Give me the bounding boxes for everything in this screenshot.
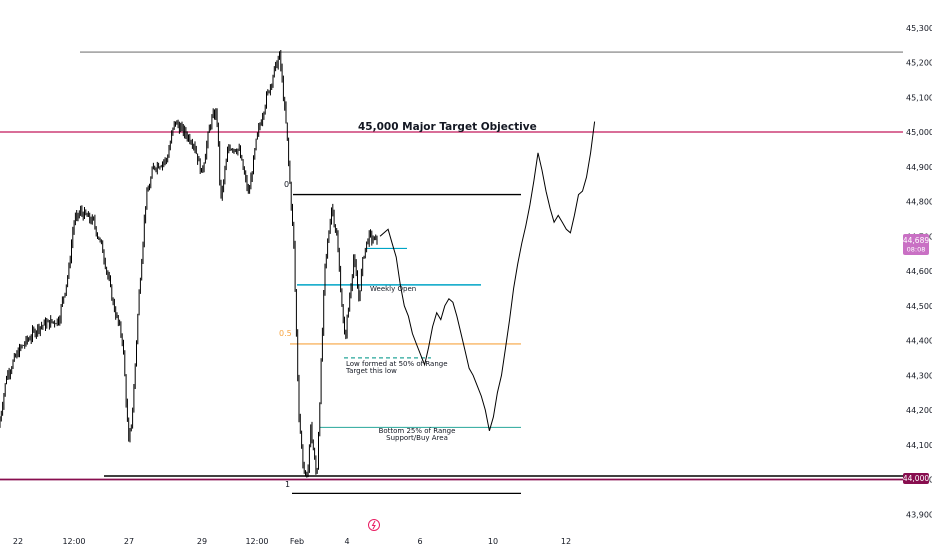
- y-tick-label: 44,100: [906, 441, 932, 450]
- annotation-bottom-25-line1: Bottom 25% of Range: [379, 427, 456, 435]
- y-tick-label: 43,900: [906, 510, 932, 519]
- fib-label-0: 0: [284, 180, 289, 189]
- lightning-icon[interactable]: [368, 519, 380, 531]
- level-price-badge: 44,000: [903, 473, 929, 484]
- y-tick-label: 44,300: [906, 371, 932, 380]
- x-tick-label: 12: [561, 537, 571, 546]
- fib-label-05: 0.5: [279, 329, 292, 338]
- x-tick-label: 12:00: [245, 537, 268, 546]
- weekly-open-label: Weekly Open: [370, 285, 416, 293]
- current-price-countdown: 08:08: [907, 246, 926, 254]
- y-tick-label: 45,200: [906, 59, 932, 68]
- y-tick-label: 44,900: [906, 163, 932, 172]
- y-tick-label: 45,300: [906, 24, 932, 33]
- x-tick-label: Feb: [290, 537, 304, 546]
- price-axis[interactable]: 45,30045,20045,10045,00044,90044,80044,7…: [906, 24, 932, 520]
- current-price-badge: 44,689 08:08: [903, 234, 929, 255]
- x-tick-label: 4: [344, 537, 349, 546]
- y-tick-label: 45,000: [906, 128, 932, 137]
- x-tick-label: 10: [488, 537, 498, 546]
- annotation-low-50-line2: Target this low: [345, 367, 397, 375]
- x-tick-label: 22: [13, 537, 23, 546]
- x-tick-label: 29: [197, 537, 207, 546]
- fib-label-1: 1: [285, 480, 290, 489]
- y-tick-label: 44,500: [906, 302, 932, 311]
- y-tick-label: 44,200: [906, 406, 932, 415]
- x-tick-label: 6: [417, 537, 422, 546]
- x-tick-label: 27: [124, 537, 134, 546]
- x-tick-label: 12:00: [62, 537, 85, 546]
- annotation-low-50-line1: Low formed at 50% of Range: [346, 360, 448, 368]
- level-lines: [0, 51, 903, 495]
- y-tick-label: 45,100: [906, 93, 932, 102]
- level-price-value: 44,000: [903, 474, 929, 483]
- y-tick-label: 44,400: [906, 337, 932, 346]
- y-tick-label: 44,600: [906, 267, 932, 276]
- time-axis[interactable]: 22 12:00 27 29 12:00 Feb 4 6 10 12: [13, 537, 571, 546]
- candle-series: [0, 50, 378, 478]
- current-price-value: 44,689: [903, 236, 929, 245]
- projection-path: [379, 121, 596, 431]
- annotation-bottom-25-line2: Support/Buy Area: [386, 434, 448, 442]
- y-tick-label: 44,800: [906, 198, 932, 207]
- major-target-label: 45,000 Major Target Objective: [358, 121, 537, 133]
